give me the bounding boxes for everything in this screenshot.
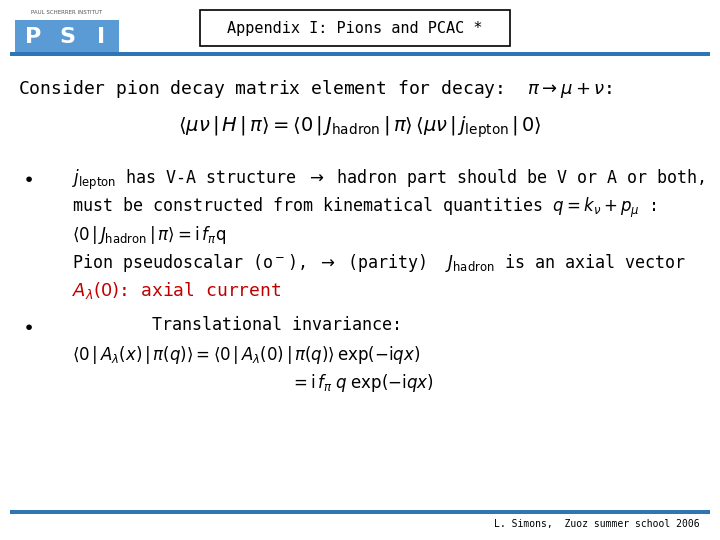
Bar xyxy=(15,20,119,54)
Text: $A_\lambda(0)$: axial current: $A_\lambda(0)$: axial current xyxy=(72,280,282,301)
Text: must be constructed from kinematical quantities $q = k_\nu + p_\mu$ :: must be constructed from kinematical qua… xyxy=(72,196,657,220)
Text: L. Simons,  Zuoz summer school 2006: L. Simons, Zuoz summer school 2006 xyxy=(495,519,700,529)
Text: S: S xyxy=(59,27,75,47)
Text: $= {\rm i}\,f_\pi\;q\;\exp(-{\rm i}qx)$: $= {\rm i}\,f_\pi\;q\;\exp(-{\rm i}qx)$ xyxy=(290,372,433,394)
Text: Consider pion decay matrix element for decay:  $\pi \rightarrow \mu + \nu$:: Consider pion decay matrix element for d… xyxy=(18,78,613,100)
Text: $\langle 0\,|\,A_\lambda(x)\,|\,\pi(q)\rangle = \langle 0\,|\,A_\lambda(0)\,|\,\: $\langle 0\,|\,A_\lambda(x)\,|\,\pi(q)\r… xyxy=(72,344,420,366)
Text: $j_{\rm lepton}$ has V-A structure $\rightarrow$ hadron part should be V or A or: $j_{\rm lepton}$ has V-A structure $\rig… xyxy=(72,168,705,192)
Text: Translational invariance:: Translational invariance: xyxy=(72,316,402,334)
Text: Appendix I: Pions and PCAC *: Appendix I: Pions and PCAC * xyxy=(228,21,482,36)
Text: $\langle\mu\nu\,|\,H\,|\,\pi\rangle = \langle 0\,|\,J_{\rm hadron}\,|\,\pi\rangl: $\langle\mu\nu\,|\,H\,|\,\pi\rangle = \l… xyxy=(178,115,542,140)
Text: $\langle 0\,|\,J_{\rm hadron}\,|\,\pi\rangle = {\rm i}\,f_\pi {\rm q}$: $\langle 0\,|\,J_{\rm hadron}\,|\,\pi\ra… xyxy=(72,224,226,246)
Bar xyxy=(10,52,710,56)
Bar xyxy=(10,510,710,514)
Bar xyxy=(200,10,510,46)
Text: Pion pseudoscalar (o$^-$), $\rightarrow$ (parity)  $J_{\rm hadron}$ is an axial : Pion pseudoscalar (o$^-$), $\rightarrow$… xyxy=(72,252,686,274)
Text: $\bullet$: $\bullet$ xyxy=(22,168,33,187)
Text: $\bullet$: $\bullet$ xyxy=(22,316,33,335)
Text: I: I xyxy=(97,27,105,47)
Text: PAUL SCHERRER INSTITUT: PAUL SCHERRER INSTITUT xyxy=(32,10,102,15)
Text: P: P xyxy=(25,27,41,47)
